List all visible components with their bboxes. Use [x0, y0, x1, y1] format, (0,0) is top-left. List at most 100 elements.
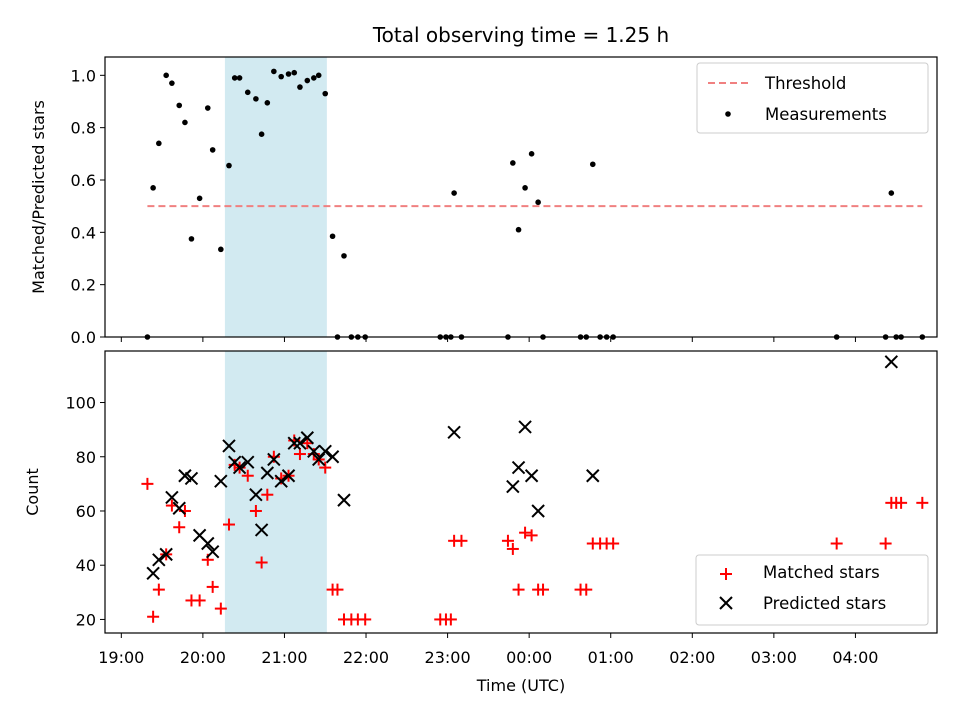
predicted-star-point — [518, 420, 532, 434]
bottom-y-tick-label: 40 — [76, 556, 96, 575]
x-tick-label: 22:00 — [343, 648, 389, 667]
matched-star-point — [261, 488, 274, 501]
bottom-plot-frame — [104, 350, 938, 634]
top-y-tick-label: 1.0 — [71, 66, 96, 85]
measurement-point — [188, 236, 195, 242]
predicted-star-point — [241, 455, 255, 469]
matched-star-point — [173, 521, 186, 534]
predicted-star-point — [232, 460, 247, 475]
matched-star-point — [301, 437, 314, 450]
predicted-star-point — [447, 425, 461, 440]
top-panel: 0.0 0.2 0.4 0.6 0.8 1.0 Matched/Predicted sta… — [29, 56, 938, 347]
chart-title: Total observing time = 1.25 h — [372, 23, 669, 47]
measurement-point — [226, 162, 232, 169]
predicted-star-point — [884, 355, 899, 369]
matched-star-point — [241, 469, 254, 482]
measurement-point — [451, 190, 457, 196]
matched-star-point — [455, 534, 468, 547]
measurement-point — [204, 105, 211, 111]
measurement-point — [176, 102, 183, 109]
predicted-star-point — [312, 452, 326, 467]
measurement-point — [522, 185, 528, 191]
predicted-star-point — [165, 490, 179, 505]
matched-star-point — [293, 448, 306, 461]
bottom-y-tick-label: 60 — [76, 502, 96, 521]
top-y-tick-label: 0.4 — [71, 223, 96, 242]
predicted-star-point — [281, 469, 296, 483]
measurement-point — [329, 233, 336, 240]
bottom-legend: Matched stars Predicted stars — [695, 554, 929, 626]
matched-star-point — [359, 613, 372, 626]
measurement-point — [285, 71, 292, 77]
predicted-star-point — [300, 431, 314, 445]
measurement-point — [169, 80, 175, 86]
matched-star-point — [152, 583, 165, 596]
matched-star-point — [444, 613, 457, 626]
predicted-star-point — [531, 504, 545, 518]
top-plot-frame — [104, 56, 938, 338]
x-tick-label: 04:00 — [832, 648, 878, 667]
matched-star-point — [895, 496, 908, 509]
legend-threshold-label: Threshold — [764, 74, 846, 93]
measurement-point — [231, 75, 238, 81]
predicted-star-point — [249, 488, 263, 502]
x-tick-label: 23:00 — [425, 648, 471, 667]
predicted-star-point — [222, 439, 236, 453]
measurement-point — [341, 253, 347, 259]
predicted-star-point — [337, 493, 351, 507]
legend-measurements-label: Measurements — [765, 105, 887, 124]
measurement-point — [528, 151, 535, 157]
predicted-star-point — [152, 553, 166, 567]
measurement-point — [244, 89, 251, 96]
predicted-star-point — [307, 444, 321, 459]
matched-star-point — [249, 504, 262, 517]
measurement-point — [589, 161, 596, 168]
matched-star-point — [193, 594, 206, 607]
x-tick-label: 03:00 — [751, 648, 797, 667]
predicted-star-point — [325, 450, 340, 464]
legend-predicted-marker — [719, 596, 733, 610]
x-tick-label: 00:00 — [506, 648, 552, 667]
matched-star-point — [222, 518, 235, 531]
predicted-star-point — [254, 523, 269, 537]
measurement-point — [510, 160, 516, 166]
matched-star-point — [916, 496, 929, 509]
measurement-point — [163, 72, 169, 79]
bottom-y-tick-label: 100 — [65, 394, 96, 413]
matched-star-point — [214, 602, 227, 615]
top-y-tick-label: 0.8 — [71, 119, 96, 138]
matched-star-point — [580, 583, 593, 596]
measurement-point — [218, 246, 224, 253]
x-tick-label: 19:00 — [98, 648, 144, 667]
predicted-star-point — [184, 471, 199, 486]
measurement-point — [515, 226, 522, 233]
predicted-star-point — [293, 436, 307, 450]
predicted-star-point — [172, 501, 186, 515]
legend-matched-marker — [720, 568, 732, 580]
legend-predicted-label: Predicted stars — [763, 594, 886, 613]
x-axis-label: Time (UTC) — [476, 676, 565, 695]
measurement-point — [304, 77, 311, 84]
bottom-panel: 20 40 60 80 100 19:00 20:00 21:00 22:00 23:00 00:… — [23, 350, 938, 695]
measurement-point — [156, 140, 162, 147]
matched-star-point — [519, 526, 532, 539]
measurement-point — [311, 75, 317, 81]
predicted-star-point — [318, 444, 332, 459]
predicted-star-point — [159, 547, 173, 562]
measurement-point — [278, 73, 284, 80]
measurement-point — [271, 68, 277, 75]
predicted-star-point — [274, 474, 288, 488]
measurement-point — [182, 119, 188, 126]
measurement-point — [209, 147, 216, 153]
matched-star-point — [537, 583, 550, 596]
top-y-tick-label: 0.2 — [71, 276, 96, 295]
measurement-point — [258, 131, 265, 137]
matched-star-point — [525, 529, 538, 542]
x-tick-label: 21:00 — [261, 648, 307, 667]
matched-star-point — [141, 477, 154, 490]
measurement-point — [253, 96, 259, 102]
legend-matched-label: Matched stars — [763, 563, 880, 582]
x-tick-label: 02:00 — [669, 648, 715, 667]
predicted-star-point — [146, 566, 160, 581]
